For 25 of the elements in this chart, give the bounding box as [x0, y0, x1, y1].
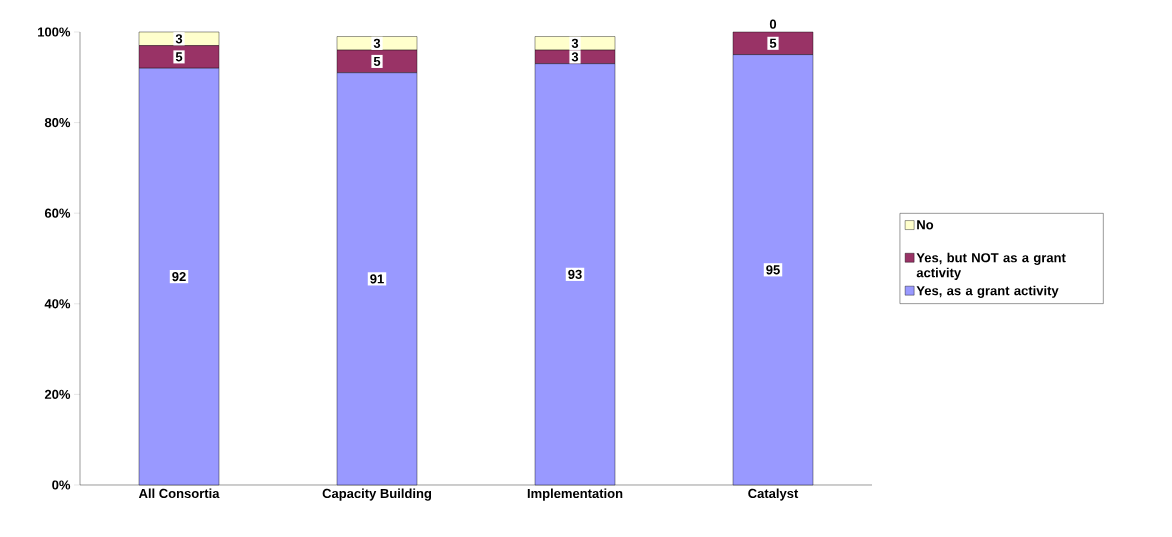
- data-label: 93: [568, 269, 582, 279]
- data-label: 5: [175, 52, 183, 62]
- data-label: 0: [769, 19, 777, 29]
- y-tick-label: 20%: [44, 389, 71, 399]
- y-tick-label: 60%: [44, 208, 71, 218]
- legend-label: No: [917, 220, 934, 230]
- y-tick-label: 100%: [38, 27, 71, 37]
- y-tick-label: 80%: [44, 117, 71, 128]
- data-label: 5: [769, 38, 777, 48]
- x-tick-label: Implementation: [527, 488, 623, 501]
- y-tick-label: 0%: [52, 480, 71, 490]
- x-tick-label: All Consortia: [138, 488, 220, 499]
- data-label: 91: [370, 274, 384, 284]
- data-label: 92: [172, 272, 186, 282]
- x-tick-label: Catalyst: [748, 488, 799, 501]
- data-label: 3: [175, 34, 183, 44]
- data-label: 3: [571, 38, 579, 48]
- x-tick-label: Capacity Building: [322, 488, 432, 501]
- y-tick-label: 40%: [44, 299, 71, 309]
- data-label: 3: [373, 38, 381, 48]
- data-label: 95: [766, 265, 780, 275]
- legend-label: Yes, as a grant activity: [916, 285, 1059, 298]
- legend-label: Yes, but NOT as a grant activity: [916, 252, 1066, 280]
- data-label: 5: [373, 56, 381, 66]
- data-label: 3: [571, 52, 579, 62]
